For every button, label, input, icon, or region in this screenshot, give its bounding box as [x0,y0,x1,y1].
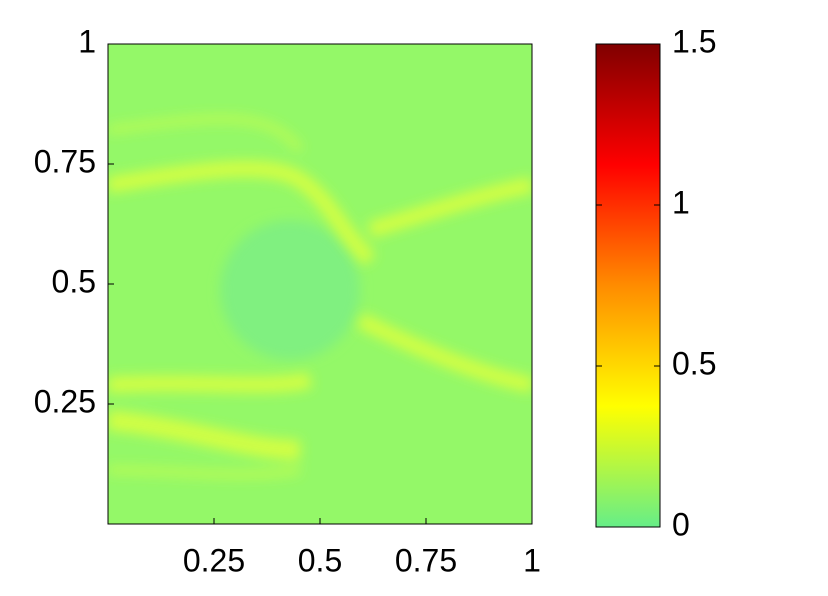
x-tick-label: 0.75 [395,542,457,578]
y-tick-label: 0.75 [34,143,96,179]
y-tick-label: 1 [78,23,96,59]
x-tick-label: 1 [523,542,541,578]
y-tick-label: 0.25 [34,383,96,419]
colorbar-tick-label: 1 [672,184,690,220]
colorbar-tick-label: 0 [672,506,690,542]
x-tick-label: 0.25 [183,542,245,578]
field [108,44,532,524]
colorbar [595,43,661,528]
colorbar-tick-label: 1.5 [672,23,716,59]
colorbar-tick-label: 0.5 [672,345,716,381]
y-tick-label: 0.5 [52,263,96,299]
x-tick-label: 0.5 [298,542,342,578]
